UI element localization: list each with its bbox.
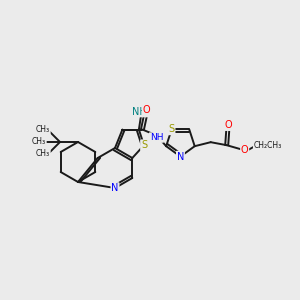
Text: CH₃: CH₃ (36, 125, 50, 134)
Text: O: O (241, 145, 248, 155)
Text: S: S (141, 140, 147, 150)
Text: N: N (111, 183, 119, 193)
Text: O: O (225, 120, 232, 130)
Text: NH: NH (150, 133, 163, 142)
Text: CH₃: CH₃ (36, 149, 50, 158)
Text: NH₂: NH₂ (132, 106, 150, 116)
Text: CH₃: CH₃ (32, 137, 46, 146)
Text: CH₂CH₃: CH₂CH₃ (254, 141, 282, 150)
Text: O: O (142, 104, 150, 115)
Text: S: S (169, 124, 175, 134)
Text: N: N (177, 152, 184, 161)
